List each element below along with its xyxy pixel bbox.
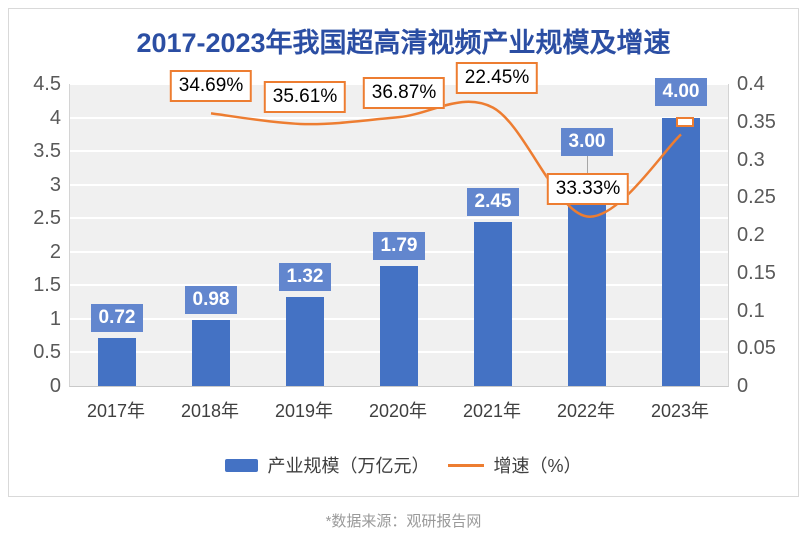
left-axis-tick: 1.5 <box>33 274 61 297</box>
bar <box>662 117 700 386</box>
x-axis-label: 2019年 <box>274 401 334 421</box>
growth-pct-label: 35.61% <box>263 81 347 114</box>
legend-bar-label: 产业规模（万亿元） <box>267 456 430 476</box>
growth-pct-label: 36.87% <box>362 77 446 110</box>
left-axis-tick: 0 <box>49 375 61 397</box>
label-leader-line <box>587 155 588 185</box>
left-axis-tick: 1 <box>49 307 61 330</box>
left-axis-tick: 4.5 <box>33 73 61 95</box>
right-axis-tick: 0.3 <box>737 148 765 171</box>
x-axis-label: 2023年 <box>650 401 710 421</box>
legend-line-swatch-icon <box>448 463 485 467</box>
gridline <box>70 150 728 153</box>
legend: 产业规模（万亿元） 增速（%） <box>9 452 798 478</box>
bar <box>286 297 324 386</box>
bar-value-label: 1.32 <box>279 263 331 292</box>
right-axis-tick: 0.2 <box>737 224 765 246</box>
left-axis-tick: 3.5 <box>33 140 61 163</box>
bar <box>380 265 418 386</box>
bar-value-label: 2.45 <box>467 187 519 216</box>
left-axis-tick: 3 <box>49 173 61 196</box>
left-axis-tick: 2 <box>49 240 61 263</box>
growth-line-path <box>210 100 682 218</box>
growth-pct-label: 33.33% <box>546 172 630 205</box>
left-axis-tick: 0.5 <box>33 341 61 364</box>
bar <box>568 184 606 386</box>
right-axis-tick: 0.35 <box>737 110 776 133</box>
right-axis-tick: 0 <box>737 375 749 397</box>
right-axis-tick: 0.1 <box>737 299 765 322</box>
x-axis-label: 2018年 <box>180 401 240 421</box>
x-axis-label: 2022年 <box>556 401 616 421</box>
left-axis-tick: 2.5 <box>33 207 61 230</box>
growth-pct-label: 34.69% <box>169 70 253 103</box>
growth-pct-label: 22.45% <box>455 61 539 94</box>
right-axis-tick: 0.15 <box>737 261 776 284</box>
x-axis-label: 2021年 <box>462 401 522 421</box>
chart-frame: 2017-2023年我国超高清视频产业规模及增速 0.72 0.98 1.32 1.7… <box>8 8 799 497</box>
plot-area: 0.72 0.98 1.32 1.79 2.45 3.00 4.00 34.69% 35.61%… <box>69 61 729 387</box>
right-axis-tick: 0.4 <box>737 73 765 95</box>
bar-value-label: 4.00 <box>655 77 707 106</box>
gridline <box>70 183 728 186</box>
x-axis-label: 2017年 <box>86 401 146 421</box>
bar-value-label: 1.79 <box>373 231 425 260</box>
growth-line <box>210 100 682 218</box>
x-axis-label: 2020年 <box>368 401 428 421</box>
bar <box>474 221 512 386</box>
growth-pct-label <box>676 117 694 128</box>
bar-value-label: 0.98 <box>185 286 237 315</box>
right-axis-tick: 0.05 <box>737 337 776 360</box>
bar-value-label: 0.72 <box>91 303 143 332</box>
bar <box>98 337 136 386</box>
gridline <box>70 217 728 220</box>
source-note: *数据来源：观研报告网 <box>325 513 482 530</box>
bar-value-label: 3.00 <box>561 127 613 156</box>
left-axis-tick: 4 <box>49 106 61 129</box>
legend-line-label: 增速（%） <box>493 456 582 476</box>
legend-bar-swatch-icon <box>225 458 259 472</box>
right-axis-tick: 0.25 <box>737 186 776 209</box>
bar <box>192 320 230 386</box>
chart-title: 2017-2023年我国超高清视频产业规模及增速 <box>136 28 671 58</box>
